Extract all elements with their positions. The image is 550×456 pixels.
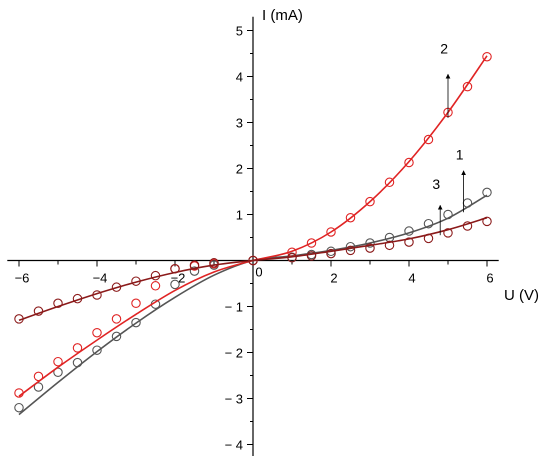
data-point-3 (189, 260, 200, 270)
data-point-1 (482, 187, 492, 198)
data-point-2 (14, 388, 24, 398)
data-point-3 (482, 216, 492, 227)
y-tick-label: − 2 (225, 346, 243, 361)
data-point-3 (326, 248, 336, 259)
data-point-1 (72, 357, 83, 368)
x-tick-label-zero: 0 (255, 265, 262, 280)
data-point-1 (111, 331, 122, 342)
data-point-3 (72, 293, 83, 304)
y-axis-title: I (mA) (262, 7, 303, 24)
fit-line-3 (18, 216, 488, 322)
series-3 (14, 216, 492, 324)
data-point-3 (14, 314, 24, 324)
data-point-3 (404, 237, 414, 247)
data-point-1 (33, 382, 44, 392)
data-point-2 (131, 298, 141, 309)
data-point-2 (345, 212, 356, 223)
data-point-1 (14, 402, 24, 413)
x-axis-title: U (V) (504, 287, 539, 304)
x-tick-label: −2 (171, 271, 186, 286)
data-point-2 (482, 51, 492, 62)
data-point-3 (150, 270, 161, 281)
data-point-3 (423, 233, 434, 244)
data-point-1 (462, 198, 473, 208)
data-point-2 (462, 81, 473, 92)
data-point-2 (111, 314, 122, 324)
data-point-1 (443, 209, 453, 220)
data-point-2 (306, 238, 317, 248)
data-point-2 (423, 134, 434, 145)
data-point-3 (111, 282, 122, 292)
x-tick-label: −4 (93, 271, 108, 286)
data-point-3 (131, 276, 141, 286)
data-point-3 (33, 306, 44, 316)
y-tick-label: − 4 (225, 438, 243, 453)
y-tick-label: 1 (236, 208, 243, 223)
data-point-1 (92, 345, 102, 355)
data-point-2 (92, 327, 102, 338)
y-tick-label: 2 (236, 162, 243, 177)
data-point-1 (131, 317, 141, 328)
data-point-1 (404, 226, 414, 236)
x-tick-label: 6 (486, 271, 493, 286)
data-point-1 (189, 266, 200, 276)
data-point-3 (443, 228, 453, 238)
curve-label-2: 2 (440, 41, 448, 57)
data-point-3 (287, 252, 297, 263)
data-point-3 (462, 221, 473, 231)
curve-label-3: 3 (432, 176, 440, 192)
y-tick-label: − 3 (225, 392, 243, 407)
data-point-2 (150, 281, 161, 291)
data-point-2 (365, 196, 375, 207)
data-point-3 (365, 243, 375, 253)
data-point-2 (33, 371, 44, 382)
data-point-3 (306, 251, 317, 261)
data-point-3 (345, 245, 356, 256)
data-point-3 (170, 264, 180, 274)
data-point-3 (384, 240, 395, 251)
y-tick-label: 3 (236, 116, 243, 131)
x-tick-label: 4 (408, 271, 415, 286)
data-point-3 (53, 298, 63, 309)
data-point-3 (92, 290, 102, 300)
data-point-1 (170, 279, 180, 290)
y-tick-label: 4 (236, 70, 243, 85)
data-point-1 (345, 241, 356, 252)
y-tick-label: 5 (236, 24, 243, 39)
data-point-1 (423, 218, 434, 229)
data-point-2 (384, 177, 395, 188)
curve-label-1: 1 (456, 146, 464, 162)
x-tick-label: 2 (330, 271, 337, 286)
data-point-1 (365, 238, 375, 248)
data-point-2 (72, 343, 83, 353)
x-tick-label: −6 (15, 271, 30, 286)
y-tick-label: − 1 (225, 300, 243, 315)
data-point-2 (53, 356, 63, 367)
data-point-2 (326, 227, 336, 237)
data-point-2 (404, 157, 414, 168)
data-point-3 (209, 258, 219, 268)
data-point-3 (248, 255, 258, 266)
